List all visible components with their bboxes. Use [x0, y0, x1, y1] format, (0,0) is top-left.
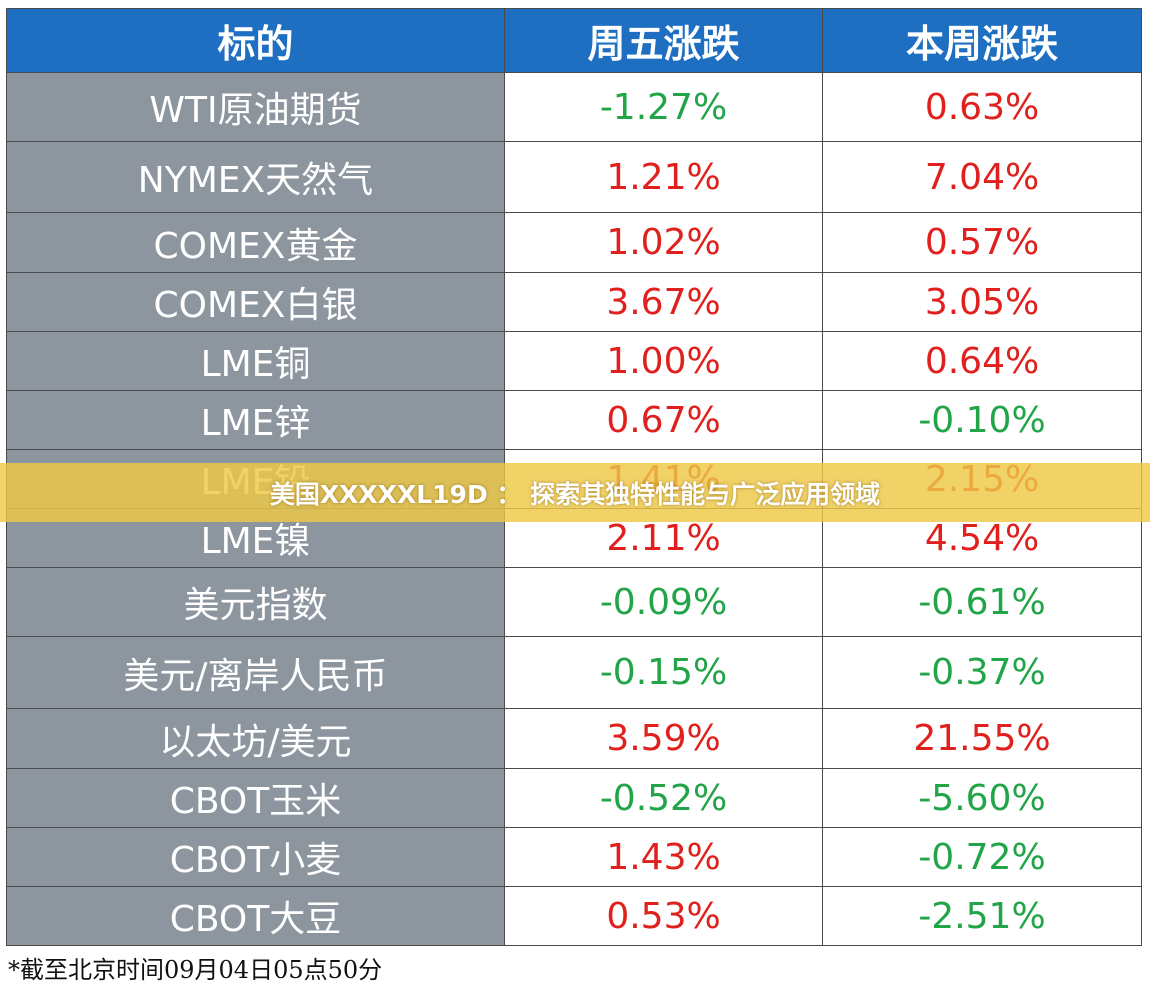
table-row: COMEX黄金 1.02% 0.57% — [7, 213, 1141, 273]
change-cell: -0.52% — [505, 769, 823, 827]
header-cell: 本周涨跌 — [823, 9, 1141, 72]
change-cell: 21.55% — [913, 718, 1051, 759]
header-row: 标的 周五涨跌 本周涨跌 — [7, 9, 1141, 73]
name-cell: 美元/离岸人民币 — [7, 637, 505, 708]
change-cell: 0.53% — [505, 887, 823, 945]
change-cell: -0.09% — [505, 568, 823, 636]
change-cell: -0.10% — [918, 399, 1046, 441]
change-cell: -0.15% — [505, 637, 823, 708]
name-cell: COMEX白银 — [7, 273, 505, 331]
table-row: 美元指数 -0.09% -0.61% — [7, 568, 1141, 637]
table-row: COMEX白银 3.67% 3.05% — [7, 273, 1141, 332]
change-cell: -0.37% — [918, 652, 1046, 693]
change-cell: 1.00% — [505, 332, 823, 390]
name-cell: 美元指数 — [7, 568, 505, 636]
change-cell: 1.02% — [505, 213, 823, 272]
table-row: WTI原油期货 -1.27% 0.63% — [7, 73, 1141, 142]
table-row: LME铜 1.00% 0.64% — [7, 332, 1141, 391]
change-cell: 7.04% — [924, 156, 1040, 198]
name-cell: WTI原油期货 — [7, 73, 505, 141]
name-cell: 以太坊/美元 — [7, 709, 505, 768]
table-row: CBOT小麦 1.43% -0.72% — [7, 828, 1141, 887]
change-cell: 2.11% — [505, 509, 823, 567]
table-row: NYMEX天然气 1.21% 7.04% — [7, 142, 1141, 213]
name-cell: NYMEX天然气 — [7, 142, 505, 212]
change-cell: 0.57% — [924, 222, 1040, 263]
header-cell: 标的 — [7, 9, 505, 72]
change-cell: 3.05% — [924, 281, 1040, 323]
name-cell: CBOT小麦 — [7, 828, 505, 886]
change-cell: -5.60% — [918, 777, 1046, 819]
change-cell: -2.51% — [918, 895, 1046, 937]
table: 标的 周五涨跌 本周涨跌 WTI原油期货 -1.27% 0.63% NYMEX天然气 1.21… — [6, 8, 1142, 946]
change-cell: 0.67% — [505, 391, 823, 449]
name-cell: LME锌 — [7, 391, 505, 449]
change-cell: -0.61% — [918, 581, 1046, 623]
name-cell: CBOT大豆 — [7, 887, 505, 945]
change-cell: -0.72% — [918, 836, 1046, 878]
change-cell: 0.63% — [924, 86, 1040, 128]
change-cell: 1.43% — [505, 828, 823, 886]
table-row: LME锌 0.67% -0.10% — [7, 391, 1141, 450]
change-cell: -1.27% — [505, 73, 823, 141]
name-cell: COMEX黄金 — [7, 213, 505, 272]
table-row: 美元/离岸人民币 -0.15% -0.37% — [7, 637, 1141, 709]
table-row: 以太坊/美元 3.59% 21.55% — [7, 709, 1141, 769]
table-row: CBOT玉米 -0.52% -5.60% — [7, 769, 1141, 828]
banner: 美国XXXXXL19D ： 探索其独特性能与广泛应用领域 — [0, 463, 1150, 522]
banner-text: 美国XXXXXL19D ： 探索其独特性能与广泛应用领域 — [269, 479, 881, 509]
change-cell: 1.21% — [505, 142, 823, 212]
change-cell: 3.59% — [505, 709, 823, 768]
header-cell: 周五涨跌 — [505, 9, 823, 72]
footnote: *截至北京时间09月04日05点50分 — [8, 956, 383, 984]
name-cell: CBOT玉米 — [7, 769, 505, 827]
change-cell: 4.54% — [924, 517, 1040, 559]
name-cell: LME铜 — [7, 332, 505, 390]
change-cell: 3.67% — [505, 273, 823, 331]
table-row: CBOT大豆 0.53% -2.51% — [7, 887, 1141, 945]
change-cell: 0.64% — [924, 340, 1040, 382]
